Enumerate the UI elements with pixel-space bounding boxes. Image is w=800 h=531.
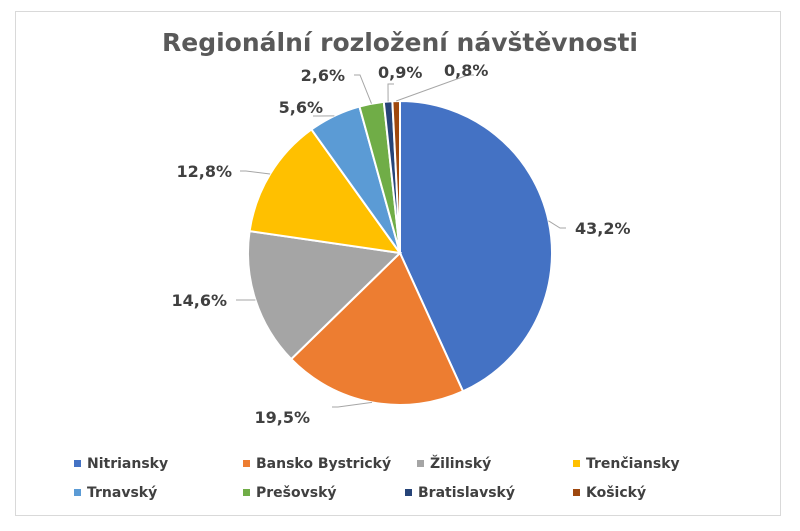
- legend-swatch-2: [243, 460, 250, 467]
- leader-lines: [236, 74, 566, 408]
- legend-label-4: Trenčiansky: [586, 456, 680, 472]
- pie-slice-4: [248, 128, 403, 255]
- data-label-5: 5,6%: [279, 98, 323, 117]
- leader-line-2: [332, 401, 373, 408]
- legend-label-5: Trnavský: [87, 485, 157, 501]
- leader-line-7: [387, 83, 394, 102]
- legend-label-7: Bratislavský: [418, 485, 515, 501]
- data-label-8: 0,8%: [444, 61, 488, 80]
- leader-line-4: [240, 170, 271, 175]
- legend-swatch-5: [74, 489, 81, 496]
- leader-line-1: [548, 220, 566, 229]
- data-label-2: 19,5%: [254, 408, 310, 427]
- legend-label-1: Nitriansky: [87, 456, 168, 472]
- data-label-7: 0,9%: [378, 63, 422, 82]
- legend-label-3: Žilinský: [430, 455, 491, 472]
- data-label-6: 2,6%: [301, 66, 345, 85]
- data-label-4: 12,8%: [176, 162, 232, 181]
- data-labels: 43,2% 19,5% 14,6% 12,8% 5,6% 2,6% 0,9% 0,8%: [171, 61, 630, 427]
- pie-slice-1: [399, 99, 553, 393]
- pie-slice-3: [247, 229, 403, 361]
- legend-swatch-8: [573, 489, 580, 496]
- legend-label-6: Prešovský: [256, 485, 337, 501]
- leader-line-6: [354, 74, 372, 104]
- data-label-3: 14,6%: [171, 291, 227, 310]
- pie-slice-2: [289, 251, 465, 406]
- legend-label-8: Košický: [586, 485, 646, 501]
- legend: Nitriansky Bansko Bystrický Žilinský Trenči…: [74, 455, 680, 501]
- legend-swatch-1: [74, 460, 81, 467]
- legend-swatch-3: [417, 460, 424, 467]
- leader-line-8: [396, 74, 474, 102]
- data-label-1: 43,2%: [575, 219, 631, 238]
- legend-swatch-4: [573, 460, 580, 467]
- legend-swatch-7: [405, 489, 412, 496]
- legend-label-2: Bansko Bystrický: [256, 456, 391, 472]
- legend-swatch-6: [243, 489, 250, 496]
- pie-slice-8: [391, 99, 401, 254]
- chart-title: Regionální rozložení návštěvnosti: [162, 28, 638, 57]
- pie-slices: [247, 99, 553, 406]
